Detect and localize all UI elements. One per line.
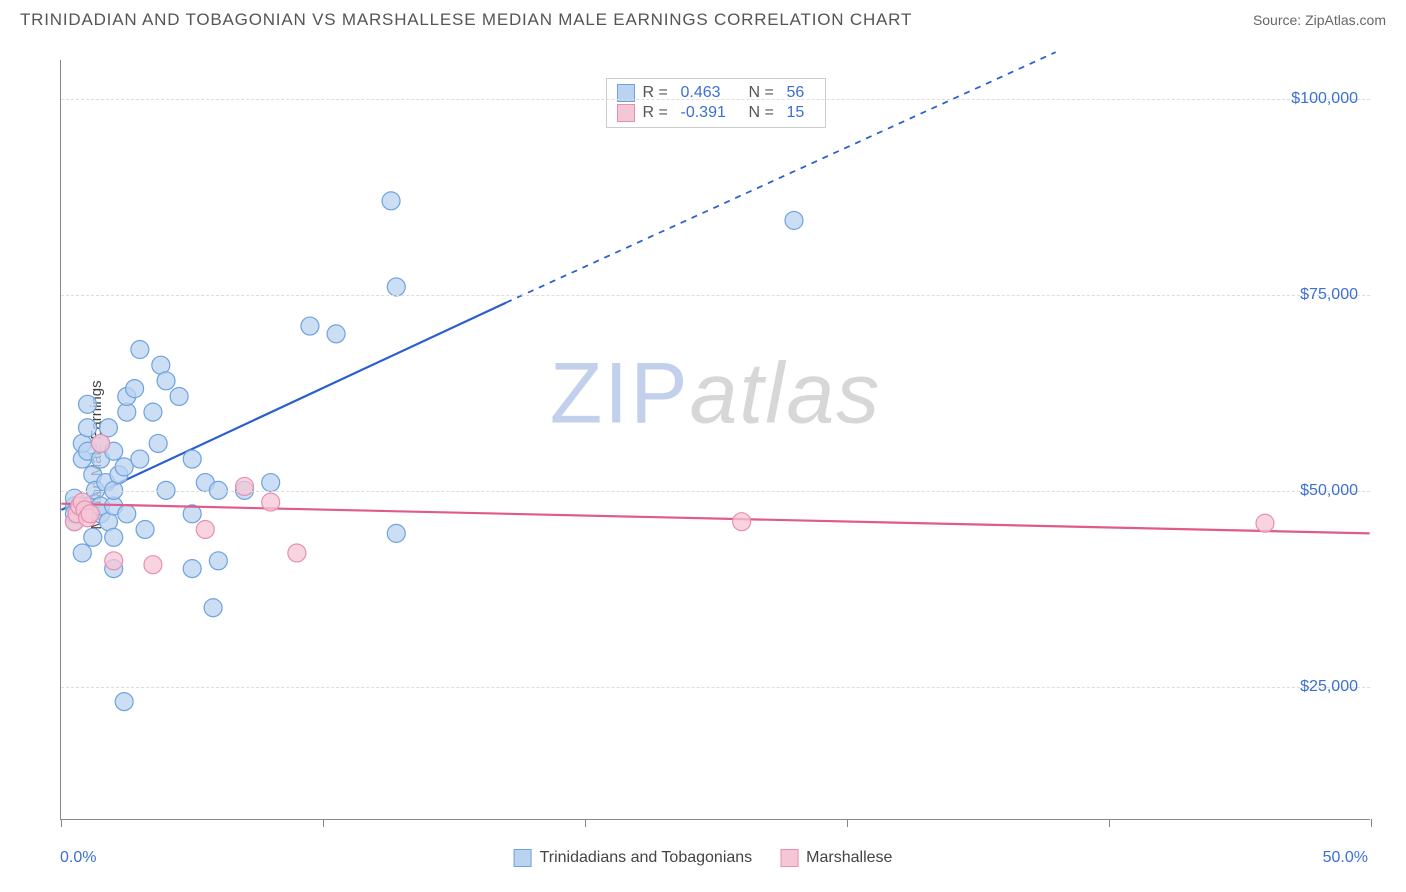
ytick-label: $50,000 (1300, 482, 1358, 500)
xtick (585, 819, 586, 827)
data-point (387, 278, 405, 296)
data-point (262, 493, 280, 511)
gridline (61, 491, 1370, 492)
data-point (81, 505, 99, 523)
data-point (262, 474, 280, 492)
ytick-label: $100,000 (1291, 90, 1358, 108)
data-point (387, 524, 405, 542)
data-point (149, 434, 167, 452)
ytick-label: $25,000 (1300, 678, 1358, 696)
legend-label-1: Trinidadians and Tobagonians (540, 849, 753, 867)
plot-area: ZIPatlas R = 0.463 N = 56 R = -0.391 N =… (60, 60, 1370, 820)
data-point (144, 556, 162, 574)
gridline (61, 295, 1370, 296)
legend-label-2: Marshallese (806, 849, 892, 867)
data-point (301, 317, 319, 335)
legend-row-series2: R = -0.391 N = 15 (617, 103, 815, 123)
correlation-legend: R = 0.463 N = 56 R = -0.391 N = 15 (606, 78, 826, 128)
data-point (84, 528, 102, 546)
data-point (131, 450, 149, 468)
data-point (733, 513, 751, 531)
data-point (131, 341, 149, 359)
data-point (382, 192, 400, 210)
gridline (61, 687, 1370, 688)
data-point (92, 434, 110, 452)
data-point (79, 419, 97, 437)
data-point (204, 599, 222, 617)
chart-title: TRINIDADIAN AND TOBAGONIAN VS MARSHALLES… (20, 10, 912, 30)
data-point (126, 380, 144, 398)
legend-swatch-2 (617, 104, 635, 122)
data-point (327, 325, 345, 343)
data-point (105, 528, 123, 546)
ytick-label: $75,000 (1300, 286, 1358, 304)
xtick (323, 819, 324, 827)
xtick (1371, 819, 1372, 827)
data-point (157, 372, 175, 390)
data-point (144, 403, 162, 421)
data-point (236, 477, 254, 495)
data-point (105, 552, 123, 570)
series-legend: Trinidadians and Tobagonians Marshallese (514, 849, 893, 867)
data-point (288, 544, 306, 562)
xtick-label-max: 50.0% (1323, 849, 1368, 867)
gridline (61, 99, 1370, 100)
data-point (183, 560, 201, 578)
data-point (118, 505, 136, 523)
xtick (1109, 819, 1110, 827)
xtick-label-min: 0.0% (60, 849, 96, 867)
data-point (1256, 514, 1274, 532)
data-point (79, 395, 97, 413)
data-point (170, 387, 188, 405)
legend-item-1: Trinidadians and Tobagonians (514, 849, 753, 867)
xtick (61, 819, 62, 827)
data-point (136, 520, 154, 538)
chart-svg (61, 60, 1370, 819)
data-point (183, 450, 201, 468)
source-attribution: Source: ZipAtlas.com (1253, 12, 1386, 28)
legend-swatch-bottom-1 (514, 849, 532, 867)
legend-swatch-bottom-2 (780, 849, 798, 867)
data-point (115, 693, 133, 711)
data-point (785, 211, 803, 229)
data-point (196, 520, 214, 538)
xtick (847, 819, 848, 827)
data-point (73, 544, 91, 562)
legend-item-2: Marshallese (780, 849, 892, 867)
trend-line (61, 504, 1369, 534)
data-point (209, 552, 227, 570)
chart-container: Median Male Earnings ZIPatlas R = 0.463 … (20, 45, 1386, 865)
